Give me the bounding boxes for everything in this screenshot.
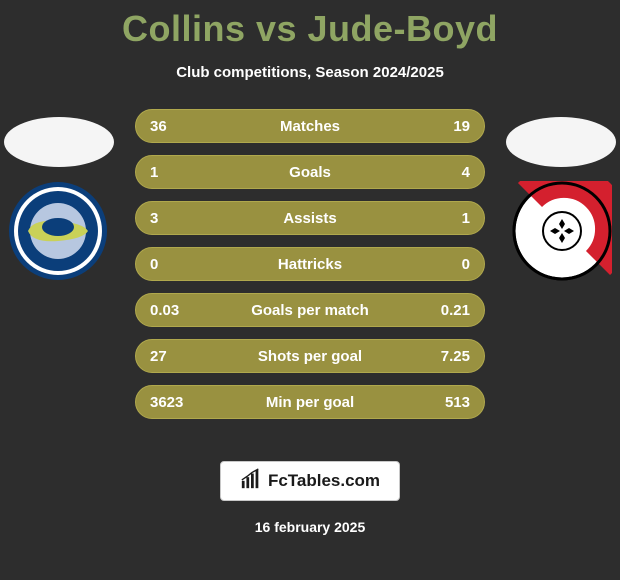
stat-right-value: 0.21 [430,302,470,319]
stat-right-value: 1 [430,210,470,227]
stat-label: Assists [190,210,430,227]
stat-label: Hattricks [190,256,430,273]
stat-label: Goals [190,164,430,181]
stat-row: 0.03 Goals per match 0.21 [135,293,485,327]
branding-badge[interactable]: FcTables.com [220,461,400,501]
stat-label: Goals per match [190,302,430,319]
stat-row: 0 Hattricks 0 [135,247,485,281]
stat-label: Shots per goal [190,348,430,365]
club-crest-left [8,181,108,281]
stat-left-value: 36 [150,118,190,135]
stat-left-value: 1 [150,164,190,181]
stat-right-value: 4 [430,164,470,181]
stat-right-value: 19 [430,118,470,135]
stat-right-value: 0 [430,256,470,273]
club-crest-right [512,181,612,281]
player-photo-right [506,117,616,167]
stat-row: 3623 Min per goal 513 [135,385,485,419]
bar-chart-icon [240,468,262,495]
stat-right-value: 513 [430,394,470,411]
page-title: Collins vs Jude-Boyd [0,0,620,50]
stat-left-value: 0.03 [150,302,190,319]
player-photo-left [4,117,114,167]
stat-left-value: 0 [150,256,190,273]
branding-label: FcTables.com [268,471,380,491]
stat-left-value: 3623 [150,394,190,411]
stat-left-value: 27 [150,348,190,365]
stat-label: Matches [190,118,430,135]
stat-row: 1 Goals 4 [135,155,485,189]
stat-row: 3 Assists 1 [135,201,485,235]
stat-row: 36 Matches 19 [135,109,485,143]
stat-label: Min per goal [190,394,430,411]
page-subtitle: Club competitions, Season 2024/2025 [0,64,620,81]
stat-left-value: 3 [150,210,190,227]
page-date: 16 february 2025 [0,519,620,535]
stat-right-value: 7.25 [430,348,470,365]
stat-row: 27 Shots per goal 7.25 [135,339,485,373]
stats-column: 36 Matches 19 1 Goals 4 3 Assists 1 0 Ha… [135,109,485,419]
comparison-content: 36 Matches 19 1 Goals 4 3 Assists 1 0 Ha… [0,109,620,439]
